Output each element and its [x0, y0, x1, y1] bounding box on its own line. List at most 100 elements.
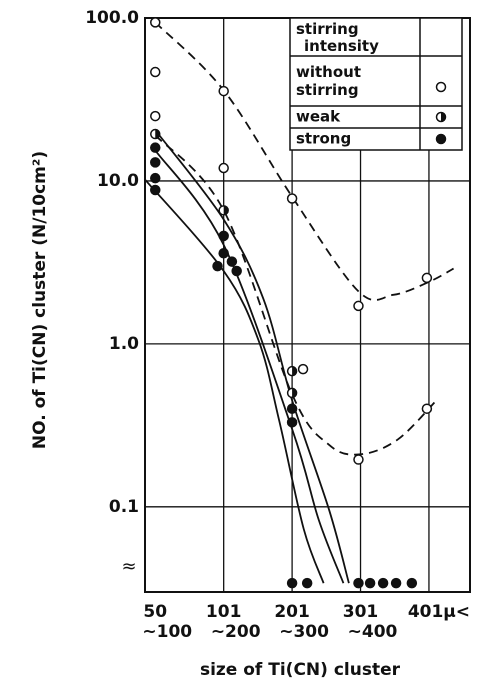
- point: [150, 142, 161, 153]
- marker-ring: [150, 66, 161, 78]
- x-tick-sublabel: ~300: [279, 622, 329, 642]
- legend-title: stirring intensity: [296, 20, 379, 55]
- marker-ring: [150, 157, 161, 168]
- marker-ring: [353, 300, 364, 312]
- legend-label-line: without: [296, 63, 361, 81]
- y-axis-label: NO. of Ti(CN) cluster (N/10cm²): [30, 151, 50, 449]
- legend-label: weak: [296, 108, 341, 126]
- x-tick-sublabel: ~200: [211, 622, 261, 642]
- legend-marker: [435, 133, 447, 145]
- fit-curve: [144, 178, 325, 584]
- point: [286, 403, 298, 414]
- point: [353, 577, 364, 589]
- point: [286, 193, 298, 204]
- marker-half: [292, 366, 297, 376]
- marker-ring: [150, 110, 161, 122]
- x-tick-label: 201: [274, 602, 310, 622]
- point: [377, 577, 389, 589]
- marker-half: [441, 112, 446, 122]
- point: [150, 128, 161, 140]
- point: [353, 454, 364, 465]
- marker-ring: [353, 454, 364, 465]
- marker-ring: [150, 172, 161, 184]
- point: [286, 387, 298, 399]
- marker-half: [155, 129, 160, 139]
- marker-ring: [390, 577, 402, 589]
- point: [390, 577, 402, 589]
- x-tick-sublabel: ~400: [348, 622, 398, 642]
- marker-ring: [212, 260, 223, 272]
- point: [226, 256, 238, 267]
- point: [218, 205, 229, 216]
- marker-ring: [364, 577, 376, 589]
- point: [218, 247, 229, 259]
- point: [218, 85, 229, 97]
- marker-ring: [231, 265, 242, 277]
- fit-curve: [154, 129, 350, 584]
- point: [421, 403, 433, 414]
- point: [286, 365, 298, 377]
- x-tick-label: 101: [206, 602, 242, 622]
- point: [364, 577, 376, 589]
- marker-ring: [218, 230, 229, 242]
- marker-ring: [218, 247, 229, 259]
- point: [231, 265, 242, 277]
- point: [218, 162, 229, 174]
- marker-ring: [286, 193, 298, 204]
- marker-ring: [286, 417, 298, 428]
- x-tick-label: 50: [143, 602, 167, 622]
- point: [150, 157, 161, 168]
- marker-ring: [218, 162, 229, 174]
- point: [301, 577, 313, 589]
- x-tick-sublabel: ~100: [142, 622, 192, 642]
- marker-half: [292, 388, 297, 398]
- marker-ring: [377, 577, 389, 589]
- x-tick-label: 401μ<: [408, 602, 470, 622]
- y-tick-label: 100.0: [85, 8, 139, 28]
- marker-ring: [226, 256, 238, 267]
- point: [286, 577, 298, 589]
- point: [150, 110, 161, 122]
- marker-ring: [421, 403, 433, 414]
- marker-ring: [406, 577, 418, 589]
- marker-ring: [286, 403, 298, 414]
- y-tick-label: 1.0: [109, 334, 139, 354]
- marker-ring: [150, 17, 161, 28]
- marker-ring: [421, 272, 433, 284]
- point: [212, 260, 223, 272]
- point: [150, 66, 161, 78]
- fit-curve: [154, 149, 345, 584]
- marker-ring: [301, 577, 313, 589]
- legend-label-line: stirring: [296, 81, 359, 99]
- legend-marker: [435, 81, 447, 93]
- marker-ring: [297, 363, 309, 375]
- marker-ring: [218, 85, 229, 97]
- legend-marker: [435, 111, 447, 123]
- legend-label: strong: [296, 130, 351, 148]
- marker-ring: [286, 577, 298, 589]
- marker-ring: [150, 184, 161, 196]
- point: [353, 300, 364, 312]
- legend-title-line: stirring: [296, 20, 359, 38]
- axis-break: ≈: [121, 556, 136, 577]
- point: [150, 184, 161, 196]
- point: [286, 417, 298, 428]
- marker-half: [223, 205, 229, 215]
- y-tick-label: 10.0: [97, 171, 139, 191]
- legend-label: without stirring: [296, 63, 361, 99]
- point: [297, 363, 309, 375]
- point: [218, 230, 229, 242]
- point: [150, 172, 161, 184]
- point: [150, 17, 161, 28]
- marker-ring: [353, 577, 364, 589]
- marker-ring: [435, 133, 447, 145]
- x-tick-label: 301: [343, 602, 379, 622]
- marker-ring: [150, 142, 161, 153]
- point: [421, 272, 433, 284]
- legend-title-line: intensity: [304, 37, 379, 55]
- point: [406, 577, 418, 589]
- marker-ring: [435, 81, 447, 93]
- y-tick-label: 0.1: [109, 497, 139, 517]
